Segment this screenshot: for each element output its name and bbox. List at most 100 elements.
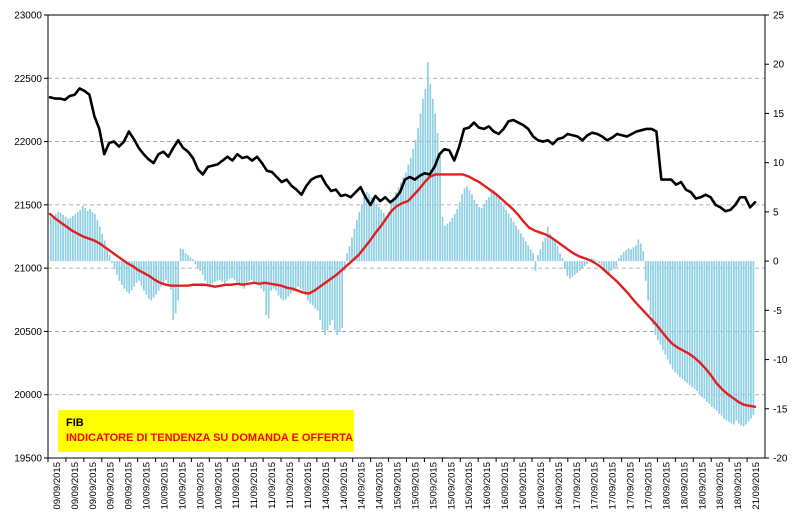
bar	[485, 200, 488, 262]
bar	[615, 261, 618, 268]
bar	[111, 261, 113, 264]
bar	[691, 261, 694, 388]
x-axis-tick-label: 15/09/2015	[410, 462, 421, 510]
bar	[517, 229, 520, 262]
bar	[338, 261, 341, 332]
bar	[255, 261, 258, 284]
bar	[671, 261, 674, 370]
bar	[184, 253, 187, 262]
bar	[412, 148, 414, 262]
bar	[549, 233, 552, 262]
right-axis-tick-label: 0	[773, 257, 779, 268]
bar	[64, 216, 67, 262]
supply-demand-bars	[50, 62, 755, 427]
left-axis-tick-label: 20000	[14, 390, 42, 401]
x-axis-tick-label: 15/09/2015	[393, 462, 404, 510]
x-axis-tick-label: 21/09/2015	[751, 462, 762, 510]
bar	[348, 246, 351, 262]
bar	[150, 261, 153, 301]
bar	[59, 212, 62, 262]
bar	[463, 188, 466, 262]
bar	[422, 98, 424, 262]
bar	[713, 261, 716, 409]
bar	[661, 261, 664, 350]
bar	[147, 261, 150, 299]
bar	[444, 225, 446, 262]
bar	[439, 152, 441, 262]
bar	[426, 62, 429, 262]
bar	[319, 261, 321, 321]
bar	[674, 261, 676, 373]
bar	[507, 213, 510, 262]
right-axis-tick-label: -10	[773, 355, 788, 366]
bar	[720, 261, 723, 416]
bar	[747, 261, 750, 422]
bar	[524, 241, 527, 262]
x-axis-tick-label: 18/09/2015	[661, 462, 672, 510]
bar	[216, 261, 219, 281]
bar	[167, 261, 170, 284]
bar	[556, 246, 559, 262]
bar	[145, 261, 148, 295]
left-axis-tick-label: 22500	[14, 74, 42, 85]
bar	[652, 261, 654, 326]
left-axis-tick-label: 21000	[14, 264, 42, 275]
bar	[664, 261, 667, 355]
bar	[630, 249, 632, 262]
x-axis-tick-label: 14/09/2015	[321, 462, 332, 510]
bar	[363, 197, 366, 262]
bar	[571, 261, 574, 277]
bar	[314, 261, 317, 309]
bar	[706, 261, 708, 402]
bar	[299, 261, 302, 289]
bar	[84, 207, 86, 262]
left-axis-tick-label: 23000	[14, 11, 42, 22]
bar	[62, 214, 64, 262]
bar	[684, 261, 686, 382]
bar	[703, 261, 706, 399]
x-axis-tick-label: 11/09/2015	[285, 462, 296, 509]
bar	[728, 261, 730, 422]
bar	[620, 255, 623, 262]
bar	[341, 261, 344, 329]
bar	[267, 261, 270, 319]
bar	[635, 245, 637, 262]
right-axis-tick-label: 20	[773, 60, 785, 71]
bar	[277, 261, 280, 296]
bar	[627, 248, 630, 262]
bar	[546, 226, 549, 262]
bar	[191, 259, 194, 262]
bar	[578, 261, 581, 271]
bar	[52, 215, 55, 262]
bar	[380, 209, 383, 262]
bar	[480, 207, 483, 262]
bar	[400, 182, 402, 262]
bar	[559, 253, 561, 262]
x-axis-tick-label: 17/09/2015	[572, 462, 583, 510]
bar	[67, 218, 69, 262]
x-axis-tick-label: 14/09/2015	[339, 462, 350, 510]
bar	[250, 261, 253, 280]
bar	[742, 261, 745, 427]
bar	[522, 237, 525, 262]
x-axis-tick-label: 15/09/2015	[464, 462, 475, 510]
bar	[204, 261, 206, 281]
bar	[201, 261, 204, 275]
bar	[603, 261, 605, 268]
bar	[466, 186, 468, 262]
fib-price-line	[48, 87, 757, 213]
bar	[515, 225, 517, 262]
x-axis-tick-label: 09/09/2015	[52, 462, 63, 510]
bar	[50, 216, 52, 262]
x-axis-tick-label: 15/09/2015	[446, 462, 457, 510]
bar	[265, 261, 268, 316]
bar	[551, 237, 554, 262]
bar	[368, 194, 370, 262]
bar	[387, 211, 390, 262]
bar	[324, 261, 326, 335]
bar	[392, 197, 395, 262]
bar	[512, 221, 515, 262]
bar	[581, 261, 583, 269]
bar	[666, 261, 669, 360]
bar	[554, 241, 556, 262]
